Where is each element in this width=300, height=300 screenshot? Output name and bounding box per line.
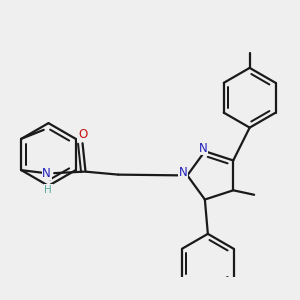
Text: O: O	[78, 128, 87, 141]
Text: N: N	[178, 166, 187, 179]
Text: N: N	[199, 142, 208, 155]
Text: N: N	[42, 167, 51, 180]
Text: H: H	[44, 184, 52, 195]
